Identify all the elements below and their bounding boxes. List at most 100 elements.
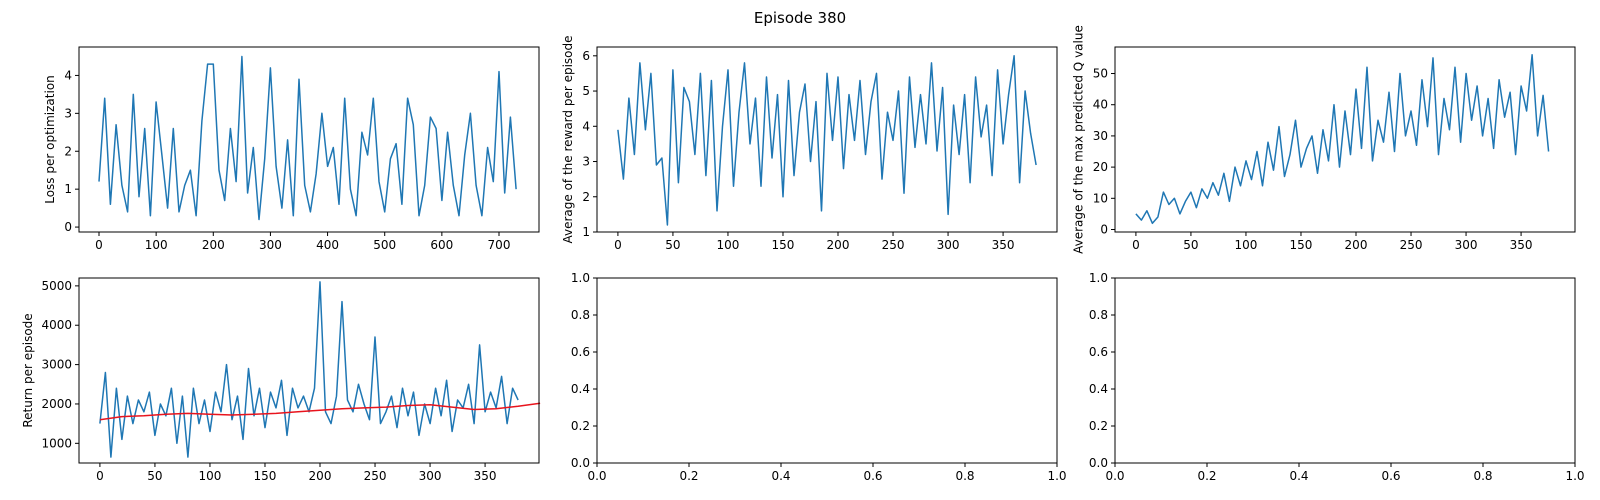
x-tick-label-qvalue-7: 350: [1510, 238, 1533, 252]
y-tick-label-empty2-0: 0.0: [1089, 456, 1108, 470]
x-tick-label-return-6: 300: [419, 469, 442, 483]
x-tick-label-loss-3: 300: [259, 238, 282, 252]
x-tick-label-empty1-2: 0.4: [771, 469, 790, 483]
x-tick-label-loss-1: 100: [145, 238, 168, 252]
y-axis-label-qvalue: Average of the max predicted Q value: [1072, 25, 1086, 254]
y-tick-label-empty2-1: 0.2: [1089, 419, 1108, 433]
y-tick-label-return-4: 5000: [41, 279, 72, 293]
x-tick-label-reward-2: 100: [717, 238, 740, 252]
x-tick-label-qvalue-3: 150: [1290, 238, 1313, 252]
y-tick-label-qvalue-5: 50: [1093, 67, 1108, 81]
x-tick-label-empty1-5: 1.0: [1047, 469, 1066, 483]
y-tick-label-reward-3: 4: [582, 119, 590, 133]
x-tick-label-qvalue-6: 300: [1455, 238, 1478, 252]
y-axis-label-reward: Average of the reward per episode: [561, 35, 575, 243]
chart-reward: 0 50 100 150 200 250 300 350 1 2 3 4 5 6 Average of th…: [561, 35, 1058, 252]
y-tick-label-reward-2: 3: [582, 155, 590, 169]
x-tick-label-qvalue-5: 250: [1400, 238, 1423, 252]
y-tick-label-loss-3: 3: [64, 106, 72, 120]
x-tick-label-return-7: 350: [474, 469, 497, 483]
x-tick-label-empty2-4: 0.8: [1473, 469, 1492, 483]
x-tick-label-empty1-4: 0.8: [955, 469, 974, 483]
axes-frame-empty2: [1114, 277, 1576, 464]
y-axis-label-loss: Loss per optimization: [43, 75, 57, 204]
x-tick-label-loss-6: 600: [430, 238, 453, 252]
y-tick-label-empty2-3: 0.6: [1089, 345, 1108, 359]
y-tick-label-empty1-5: 1.0: [571, 271, 590, 285]
chart-empty2: 0.0 0.2 0.4 0.6 0.8 1.0 0.0 0.2 0.4 0.6 0.8 1.0: [1089, 271, 1585, 483]
x-tick-label-reward-1: 50: [665, 238, 680, 252]
y-tick-label-empty1-3: 0.6: [571, 345, 590, 359]
x-tick-label-reward-7: 350: [992, 238, 1015, 252]
y-tick-label-loss-4: 4: [64, 68, 72, 82]
y-tick-label-reward-4: 5: [582, 84, 590, 98]
series-line-loss-0: [98, 55, 517, 221]
y-tick-label-empty1-1: 0.2: [571, 419, 590, 433]
x-tick-label-loss-7: 700: [488, 238, 511, 252]
y-tick-label-qvalue-0: 0: [1100, 223, 1108, 237]
axes-frame-reward: [596, 46, 1058, 233]
x-tick-label-loss-5: 500: [373, 238, 396, 252]
chart-return: 0 50 100 150 200 250 300 350 1000 2000 3000 4000 500…: [21, 277, 541, 483]
y-tick-label-empty2-5: 1.0: [1089, 271, 1108, 285]
y-tick-label-loss-2: 2: [64, 144, 72, 158]
x-tick-label-loss-4: 400: [316, 238, 339, 252]
y-tick-label-loss-1: 1: [64, 182, 72, 196]
x-tick-label-qvalue-4: 200: [1345, 238, 1368, 252]
y-tick-label-reward-5: 6: [582, 49, 590, 63]
x-tick-label-empty1-0: 0.0: [587, 469, 606, 483]
y-tick-label-qvalue-3: 30: [1093, 129, 1108, 143]
x-tick-label-return-4: 200: [309, 469, 332, 483]
axes-frame-qvalue: [1114, 46, 1576, 233]
x-tick-label-return-3: 150: [254, 469, 277, 483]
x-tick-label-empty2-1: 0.2: [1197, 469, 1216, 483]
x-tick-label-qvalue-0: 0: [1132, 238, 1140, 252]
x-tick-label-empty2-2: 0.4: [1289, 469, 1308, 483]
chart-loss: 0 100 200 300 400 500 600 700 0 1 2 3 4 Loss per opti…: [43, 46, 540, 252]
x-tick-label-loss-2: 200: [202, 238, 225, 252]
y-tick-label-qvalue-4: 40: [1093, 98, 1108, 112]
x-tick-label-empty1-1: 0.2: [679, 469, 698, 483]
y-tick-label-empty2-4: 0.8: [1089, 308, 1108, 322]
x-tick-label-empty2-0: 0.0: [1105, 469, 1124, 483]
axes-frame-empty1: [596, 277, 1058, 464]
series-line-return-1: [99, 402, 541, 421]
x-tick-label-qvalue-2: 100: [1235, 238, 1258, 252]
y-tick-label-empty1-0: 0.0: [571, 456, 590, 470]
x-tick-label-empty2-5: 1.0: [1565, 469, 1584, 483]
x-tick-label-reward-3: 150: [772, 238, 795, 252]
y-tick-label-reward-1: 2: [582, 190, 590, 204]
x-tick-label-reward-5: 250: [882, 238, 905, 252]
y-tick-label-return-0: 1000: [41, 436, 72, 450]
series-line-return-0: [99, 281, 519, 458]
y-tick-label-empty2-2: 0.4: [1089, 382, 1108, 396]
y-tick-label-qvalue-2: 20: [1093, 160, 1108, 174]
x-tick-label-qvalue-1: 50: [1183, 238, 1198, 252]
x-tick-label-return-1: 50: [147, 469, 162, 483]
y-tick-label-return-3: 4000: [41, 318, 72, 332]
y-tick-label-reward-0: 1: [582, 225, 590, 239]
y-tick-label-loss-0: 0: [64, 220, 72, 234]
y-axis-label-return: Return per episode: [21, 313, 35, 427]
x-tick-label-reward-6: 300: [937, 238, 960, 252]
x-tick-label-reward-4: 200: [827, 238, 850, 252]
x-tick-label-empty2-3: 0.6: [1381, 469, 1400, 483]
x-tick-label-reward-0: 0: [614, 238, 622, 252]
x-tick-label-return-2: 100: [199, 469, 222, 483]
x-tick-label-return-0: 0: [96, 469, 104, 483]
axes-frame-return: [78, 277, 540, 464]
x-tick-label-return-5: 250: [364, 469, 387, 483]
y-tick-label-qvalue-1: 10: [1093, 191, 1108, 205]
series-line-qvalue-0: [1135, 54, 1550, 225]
chart-empty1: 0.0 0.2 0.4 0.6 0.8 1.0 0.0 0.2 0.4 0.6 0.8 1.0: [571, 271, 1067, 483]
chart-qvalue: 0 50 100 150 200 250 300 350 0 10 20 30 40 50 Average …: [1072, 25, 1576, 254]
figure-title: Episode 380: [754, 9, 846, 27]
y-tick-label-empty1-4: 0.8: [571, 308, 590, 322]
y-tick-label-return-1: 2000: [41, 397, 72, 411]
y-tick-label-return-2: 3000: [41, 358, 72, 372]
series-line-reward-0: [617, 55, 1037, 226]
x-tick-label-loss-0: 0: [95, 238, 103, 252]
x-tick-label-empty1-3: 0.6: [863, 469, 882, 483]
y-tick-label-empty1-2: 0.4: [571, 382, 590, 396]
